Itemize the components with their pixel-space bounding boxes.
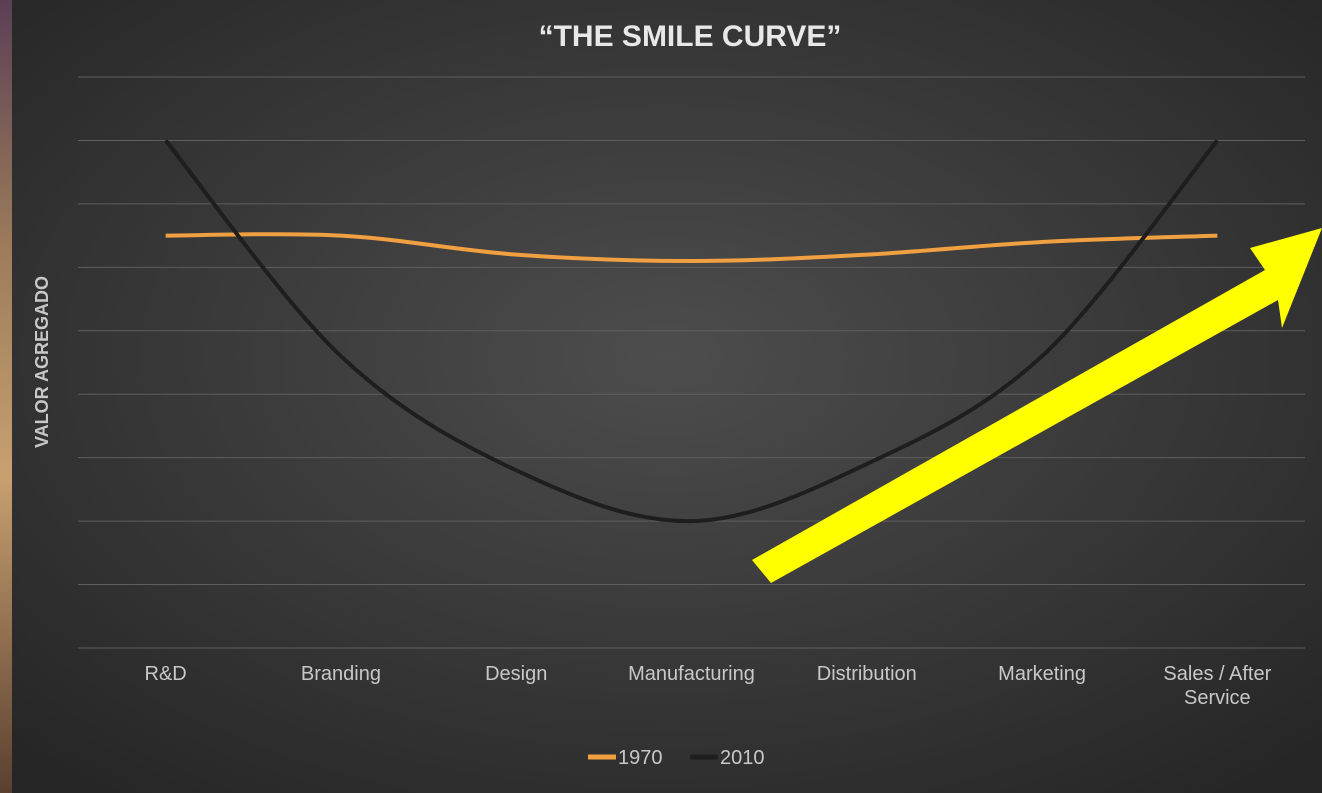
legend-label: 2010 — [720, 747, 765, 769]
x-tick-label: Branding — [300, 663, 381, 685]
x-tick-label: Sales / After Service — [1163, 663, 1272, 709]
chart-title: “THE SMILE CURVE” — [539, 20, 842, 53]
x-tick-label: R&D — [144, 663, 187, 685]
x-tick-label: Distribution — [816, 663, 917, 685]
x-tick-label: Marketing — [998, 663, 1086, 685]
line-series — [165, 232, 1218, 263]
y-axis-label: VALOR AGREGADO — [32, 276, 52, 448]
x-tick-label: Design — [485, 663, 548, 685]
line-series — [164, 139, 1219, 524]
arrow-annotation — [752, 228, 1322, 583]
x-tick-label: Manufacturing — [628, 663, 755, 685]
legend-label: 1970 — [618, 747, 663, 769]
